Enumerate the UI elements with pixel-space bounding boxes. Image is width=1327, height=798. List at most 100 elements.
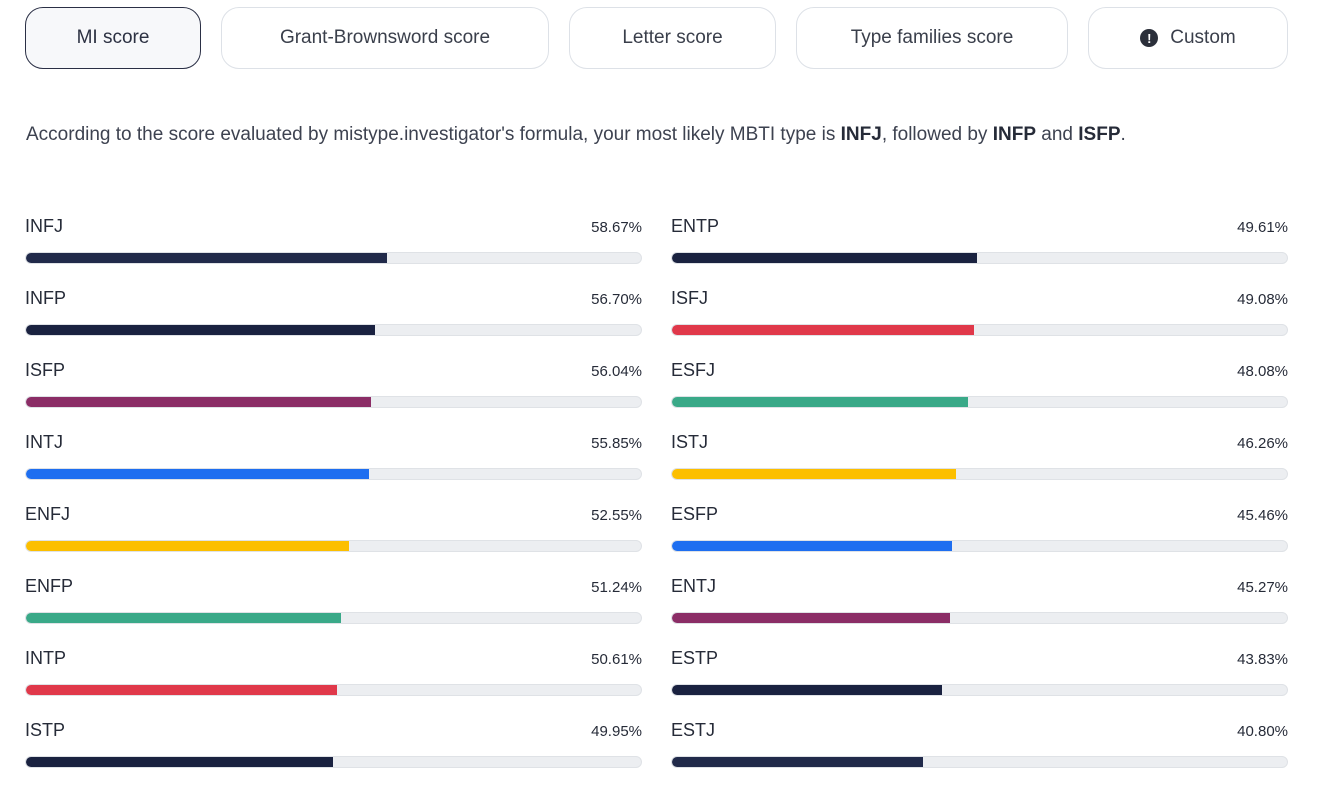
score-row-esfp: ESFP 45.46% bbox=[671, 500, 1288, 572]
score-percent: 55.85% bbox=[591, 435, 642, 452]
score-row-estp: ESTP 43.83% bbox=[671, 644, 1288, 716]
score-row-estj: ESTJ 40.80% bbox=[671, 716, 1288, 788]
type-label: ISTJ bbox=[671, 432, 709, 452]
type-label: INFJ bbox=[25, 216, 63, 236]
score-percent: 56.70% bbox=[591, 291, 642, 308]
score-row-infj: INFJ 58.67% bbox=[25, 212, 642, 284]
score-row-esfj: ESFJ 48.08% bbox=[671, 356, 1288, 428]
score-row-isfp: ISFP 56.04% bbox=[25, 356, 642, 428]
score-percent: 50.61% bbox=[591, 651, 642, 668]
summary-text: , followed by bbox=[881, 124, 993, 145]
score-bar-fill bbox=[26, 397, 371, 407]
exclamation-circle-icon: ! bbox=[1140, 29, 1159, 47]
score-bar-track bbox=[25, 684, 642, 696]
type-label: ESFJ bbox=[671, 360, 716, 380]
score-bar-fill bbox=[672, 253, 978, 263]
score-bar-fill bbox=[26, 253, 387, 263]
type-label: INTJ bbox=[25, 432, 63, 452]
score-bar-track bbox=[25, 540, 642, 552]
type-label: ENTP bbox=[671, 216, 720, 236]
tab-mi-score[interactable]: MI score bbox=[25, 7, 201, 69]
score-bar-track bbox=[671, 396, 1288, 408]
score-bar-track bbox=[25, 252, 642, 264]
tab-custom[interactable]: ! Custom bbox=[1088, 7, 1288, 69]
summary-text: and bbox=[1036, 124, 1079, 145]
score-row-isfj: ISFJ 49.08% bbox=[671, 284, 1288, 356]
type-label: ISFP bbox=[25, 360, 66, 380]
score-bar-track bbox=[25, 612, 642, 624]
type-label: ISFJ bbox=[671, 288, 709, 308]
third-type: ISFP bbox=[1078, 124, 1121, 145]
score-bar-track bbox=[671, 756, 1288, 768]
score-percent: 49.61% bbox=[1237, 219, 1288, 236]
score-percent: 45.46% bbox=[1237, 507, 1288, 524]
score-bar-track bbox=[671, 252, 1288, 264]
type-label: ESTJ bbox=[671, 720, 716, 740]
score-percent: 58.67% bbox=[591, 219, 642, 236]
type-label: ISTP bbox=[25, 720, 66, 740]
score-row-entj: ENTJ 45.27% bbox=[671, 572, 1288, 644]
score-bar-track bbox=[671, 324, 1288, 336]
tab-grant-brownsword-score[interactable]: Grant-Brownsword score bbox=[221, 7, 549, 69]
tab-label: Type families score bbox=[850, 27, 1014, 48]
tab-label: Letter score bbox=[622, 27, 723, 48]
score-bar-fill bbox=[26, 685, 338, 695]
score-percent: 43.83% bbox=[1237, 651, 1288, 668]
score-row-enfp: ENFP 51.24% bbox=[25, 572, 642, 644]
tab-label: Grant-Brownsword score bbox=[279, 27, 491, 48]
summary-text: According to the score evaluated by mist… bbox=[26, 124, 841, 145]
score-bar-fill bbox=[672, 469, 957, 479]
score-bar-track bbox=[25, 324, 642, 336]
score-bar-track bbox=[671, 612, 1288, 624]
score-list-right: ENTP 49.61% ISFJ 49.08% ESFJ 48.08% ISTJ 46.26%… bbox=[671, 212, 1288, 788]
type-label: INTP bbox=[25, 648, 67, 668]
score-percent: 46.26% bbox=[1237, 435, 1288, 452]
type-label: ESTP bbox=[671, 648, 719, 668]
result-summary: According to the score evaluated by mist… bbox=[26, 124, 1126, 146]
score-bar-fill bbox=[26, 613, 342, 623]
score-bar-fill bbox=[26, 757, 334, 767]
tab-label: MI score bbox=[76, 27, 150, 48]
score-bar-track bbox=[25, 396, 642, 408]
score-tabs: MI score Grant-Brownsword score Letter s… bbox=[25, 7, 1288, 69]
score-row-intp: INTP 50.61% bbox=[25, 644, 642, 716]
tab-type-families-score[interactable]: Type families score bbox=[796, 7, 1068, 69]
score-bar-track bbox=[25, 468, 642, 480]
score-bar-fill bbox=[672, 325, 974, 335]
score-bar-track bbox=[25, 756, 642, 768]
score-bar-fill bbox=[672, 397, 968, 407]
score-percent: 51.24% bbox=[591, 579, 642, 596]
summary-text: . bbox=[1120, 124, 1126, 145]
score-row-enfj: ENFJ 52.55% bbox=[25, 500, 642, 572]
score-bar-fill bbox=[672, 757, 923, 767]
score-row-intj: INTJ 55.85% bbox=[25, 428, 642, 500]
score-row-istj: ISTJ 46.26% bbox=[671, 428, 1288, 500]
top-type: INFJ bbox=[840, 124, 882, 145]
score-bar-track bbox=[671, 540, 1288, 552]
score-percent: 56.04% bbox=[591, 363, 642, 380]
score-percent: 40.80% bbox=[1237, 723, 1288, 740]
score-percent: 49.95% bbox=[591, 723, 642, 740]
score-bar-fill bbox=[672, 613, 951, 623]
score-bar-fill bbox=[26, 469, 370, 479]
score-bar-fill bbox=[672, 541, 952, 551]
score-bar-fill bbox=[672, 685, 942, 695]
type-label: INFP bbox=[25, 288, 67, 308]
score-percent: 48.08% bbox=[1237, 363, 1288, 380]
type-label: ENTJ bbox=[671, 576, 716, 596]
score-list-left: INFJ 58.67% INFP 56.70% ISFP 56.04% INTJ 55.85%… bbox=[25, 212, 642, 788]
tab-label: Custom bbox=[1170, 27, 1236, 48]
second-type: INFP bbox=[992, 124, 1036, 145]
type-label: ENFJ bbox=[25, 504, 70, 524]
score-row-istp: ISTP 49.95% bbox=[25, 716, 642, 788]
type-label: ESFP bbox=[671, 504, 719, 524]
score-row-entp: ENTP 49.61% bbox=[671, 212, 1288, 284]
score-bar-fill bbox=[26, 541, 350, 551]
score-percent: 49.08% bbox=[1237, 291, 1288, 308]
score-bar-track bbox=[671, 468, 1288, 480]
score-percent: 52.55% bbox=[591, 507, 642, 524]
tab-letter-score[interactable]: Letter score bbox=[569, 7, 776, 69]
type-label: ENFP bbox=[25, 576, 74, 596]
score-percent: 45.27% bbox=[1237, 579, 1288, 596]
score-bar-fill bbox=[26, 325, 375, 335]
